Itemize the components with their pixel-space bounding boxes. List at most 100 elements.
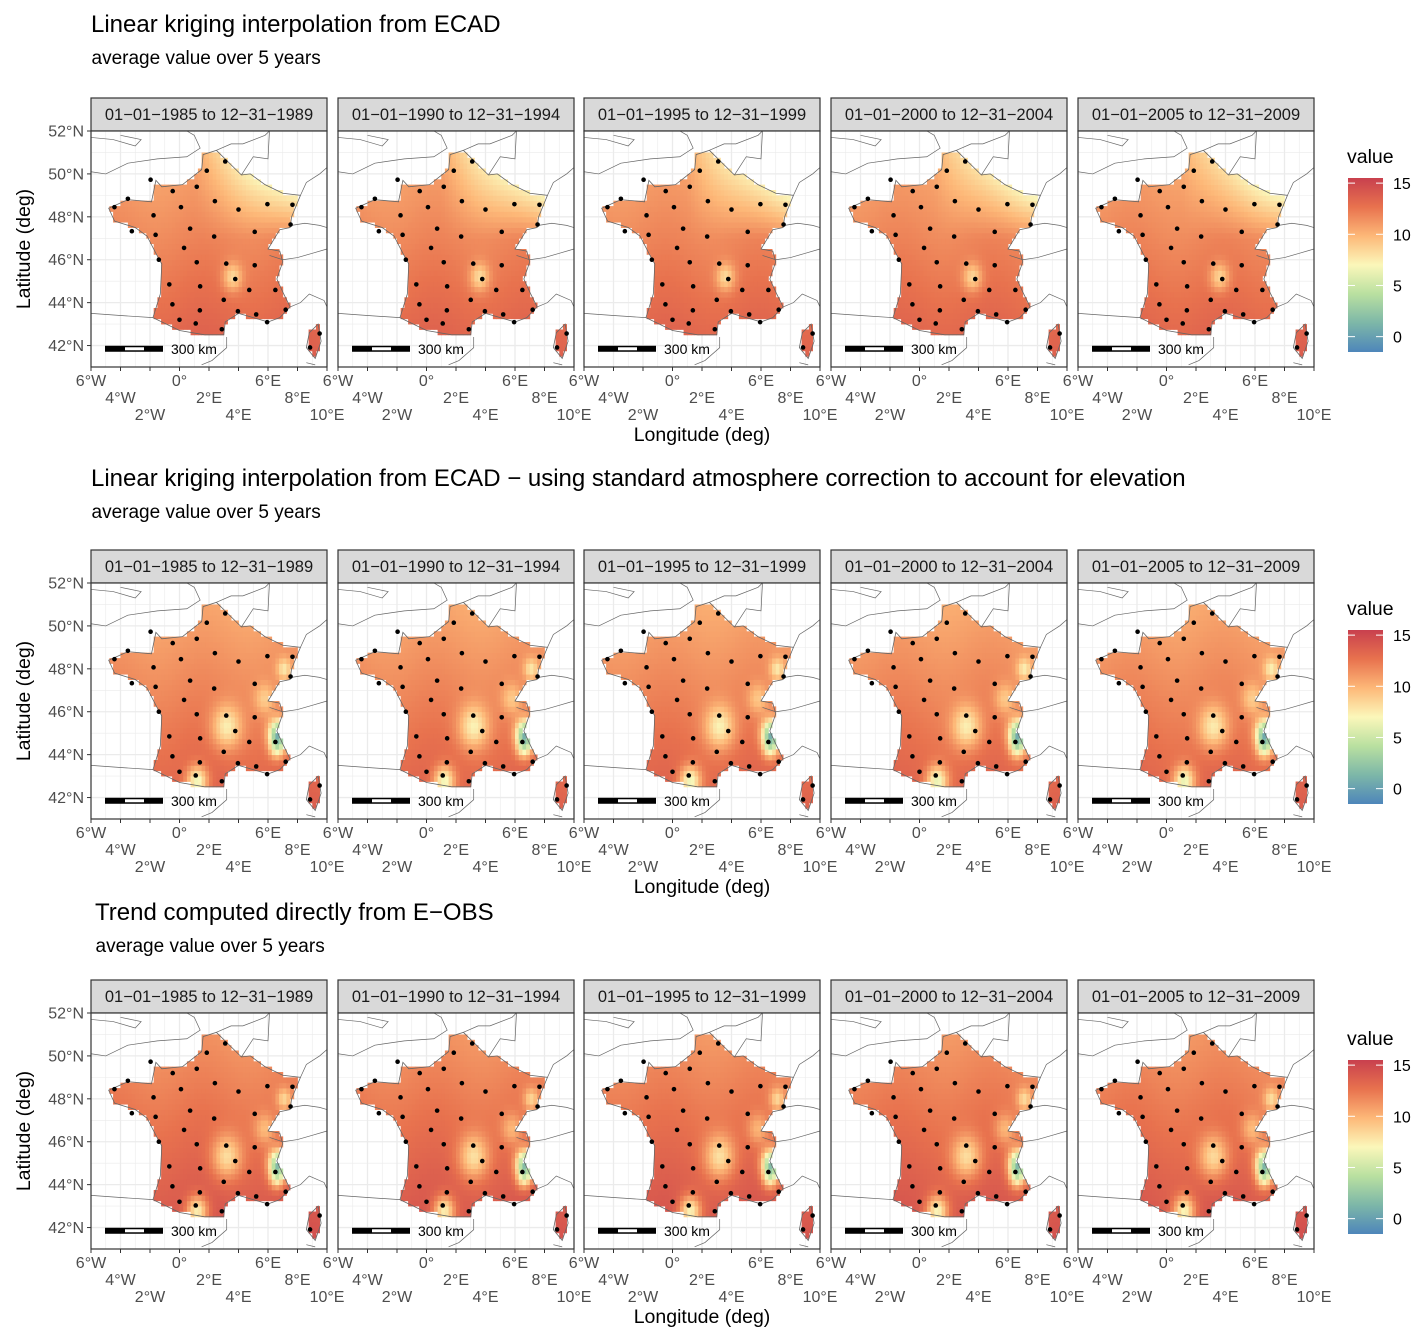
raster-cell [875, 216, 880, 223]
raster-cell [172, 259, 177, 266]
raster-cell [456, 190, 461, 196]
raster-cell [949, 222, 954, 228]
raster-cell [212, 206, 217, 212]
raster-cell [253, 259, 258, 266]
raster-cell [474, 163, 479, 169]
raster-cell [639, 211, 644, 218]
raster-cell [665, 270, 670, 277]
raster-cell [646, 243, 651, 250]
raster-cell [201, 324, 206, 330]
raster-cell [941, 163, 946, 169]
raster-cell [367, 216, 372, 223]
raster-cell [518, 195, 523, 202]
raster-cell [1159, 270, 1164, 277]
raster-cell [657, 243, 662, 250]
raster-cell [422, 313, 427, 320]
raster-cell [761, 227, 766, 234]
raster-cell [437, 281, 442, 287]
raster-cell [971, 222, 976, 228]
raster-cell [753, 254, 758, 261]
raster-cell [904, 243, 909, 250]
raster-cell [253, 286, 258, 293]
raster-cell [448, 318, 453, 325]
raster-cell [245, 238, 250, 245]
raster-cell [135, 222, 140, 228]
raster-cell [448, 152, 453, 159]
raster-cell [245, 291, 250, 298]
raster-cell [934, 302, 939, 309]
raster-cell [456, 286, 461, 293]
raster-cell [286, 211, 291, 218]
raster-cell [764, 275, 769, 282]
raster-cell [197, 211, 202, 218]
raster-cell [231, 297, 236, 304]
raster-cell [444, 265, 449, 271]
raster-cell [223, 313, 228, 320]
raster-cell [382, 211, 387, 218]
raster-cell [183, 222, 188, 228]
raster-cell [190, 270, 195, 277]
raster-cell [220, 157, 225, 164]
raster-cell [489, 184, 494, 191]
raster-cell [1155, 195, 1160, 202]
raster-cell [960, 157, 965, 164]
raster-cell [908, 291, 913, 298]
raster-cell [489, 238, 494, 245]
raster-cell [742, 313, 747, 320]
raster-cell [952, 297, 957, 304]
raster-cell [1151, 211, 1156, 218]
raster-cell [724, 291, 729, 298]
raster-cell [268, 216, 273, 223]
raster-cell [1162, 259, 1167, 266]
raster-cell [1177, 313, 1182, 320]
raster-cell [890, 232, 895, 239]
raster-cell [260, 243, 265, 250]
raster-cell [982, 243, 987, 250]
raster-cell [1144, 195, 1149, 202]
raster-cell [518, 232, 523, 239]
raster-cell [713, 249, 718, 255]
raster-cell [426, 324, 431, 330]
raster-cell [679, 232, 684, 239]
raster-cell [275, 259, 280, 266]
raster-cell [727, 254, 732, 261]
raster-cell [260, 249, 265, 255]
raster-cell [753, 195, 758, 202]
raster-cell [1004, 270, 1009, 277]
raster-cell [279, 259, 284, 266]
raster-cell [1177, 302, 1182, 309]
raster-cell [1033, 200, 1038, 207]
raster-cell [698, 200, 703, 207]
raster-cell [956, 308, 961, 314]
raster-cell [422, 265, 427, 271]
raster-cell [164, 206, 169, 212]
raster-cell [996, 238, 1001, 245]
raster-cell [201, 152, 206, 159]
raster-cell [945, 302, 950, 309]
raster-cell [941, 291, 946, 298]
raster-cell [223, 227, 228, 234]
raster-cell [941, 195, 946, 202]
raster-cell [168, 190, 173, 196]
raster-cell [713, 259, 718, 266]
raster-cell [485, 275, 490, 282]
raster-cell [1170, 195, 1175, 202]
raster-cell [175, 222, 180, 228]
raster-cell [135, 200, 140, 207]
raster-cell [404, 227, 409, 234]
raster-cell [1000, 275, 1005, 282]
station-point [265, 201, 270, 207]
raster-cell [168, 200, 173, 207]
raster-cell [849, 206, 854, 212]
raster-cell [1114, 222, 1119, 228]
raster-cell [1177, 195, 1182, 202]
raster-cell [676, 275, 681, 282]
raster-cell [419, 195, 424, 202]
raster-cell [668, 238, 673, 245]
station-point [993, 312, 999, 317]
raster-cell [926, 286, 931, 293]
raster-cell [1162, 313, 1167, 320]
raster-cell [234, 216, 239, 223]
raster-cell [687, 200, 692, 207]
raster-cell [952, 206, 957, 212]
